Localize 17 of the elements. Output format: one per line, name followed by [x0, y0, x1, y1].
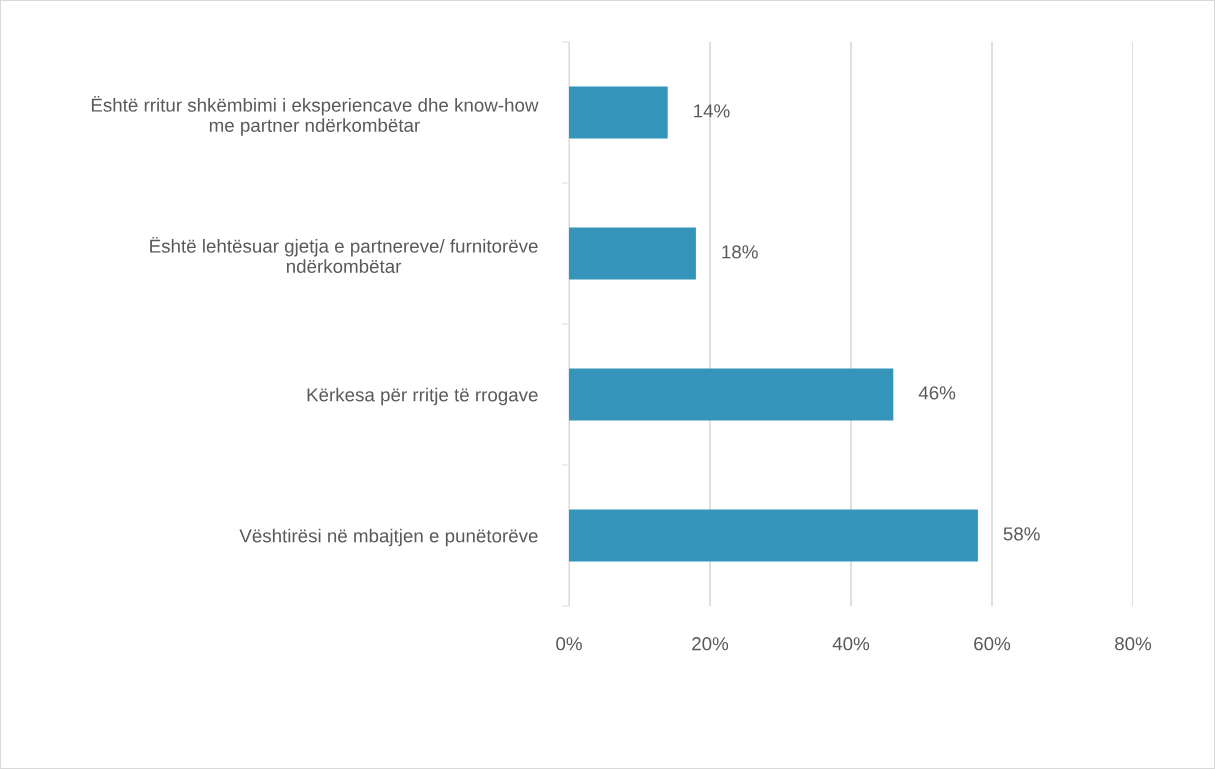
- y-tick-label: Është rritur shkëmbimi i eksperiencave dhe know-how me partner ndërkombëtar: [91, 95, 539, 136]
- bar: [569, 368, 894, 421]
- data-label: 46%: [918, 386, 956, 400]
- y-tick-label: Kërkesa për rritje të rrogave: [307, 387, 538, 406]
- bar: [569, 86, 668, 139]
- x-tick-label: 40%: [832, 637, 870, 651]
- y-tick-label: Vështirësi në mbajtjen e punëtorëve: [239, 528, 538, 547]
- x-tick-label: 60%: [974, 637, 1011, 651]
- x-tick-label: 0%: [556, 637, 582, 651]
- data-label: 18%: [722, 245, 758, 259]
- bar: [569, 227, 696, 280]
- y-tick-label: Është lehtësuar gjetja e partnereve/ furnitorëve ndërkombëtar: [150, 236, 538, 273]
- data-label: 58%: [1003, 527, 1040, 541]
- x-tick-label: 20%: [692, 637, 729, 651]
- bar: [569, 509, 978, 562]
- data-label: 14%: [694, 104, 730, 118]
- x-tick-label: 80%: [1115, 637, 1152, 651]
